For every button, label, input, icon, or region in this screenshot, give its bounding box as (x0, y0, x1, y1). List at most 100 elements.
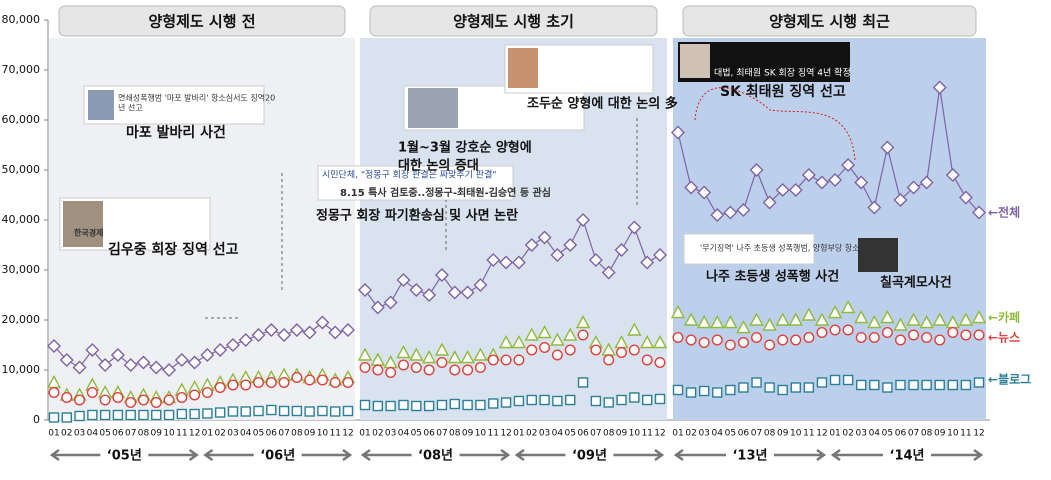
point (738, 382, 749, 393)
x-tick-label: 02 (685, 429, 696, 439)
clip-text: 대법, 최태원 SK 회장 징역 4년 확정 (714, 67, 851, 79)
point (396, 345, 411, 359)
point (537, 325, 552, 339)
point (654, 357, 666, 369)
point (187, 355, 202, 370)
point (906, 312, 921, 326)
point (266, 404, 277, 416)
point (447, 285, 462, 300)
x-tick-label: 09 (616, 429, 628, 439)
legend-label: ←뉴스 (988, 331, 1020, 345)
point (723, 205, 738, 220)
point (671, 125, 685, 140)
x-tick-label: 04 (398, 429, 410, 439)
x-tick-label: 06 (266, 429, 278, 439)
point (74, 410, 85, 422)
point (526, 344, 538, 356)
point (200, 348, 215, 362)
point (176, 392, 188, 404)
clip-photo (408, 88, 458, 128)
point (790, 334, 802, 346)
point (474, 362, 486, 374)
point (960, 379, 972, 391)
x-tick-label: 12 (189, 429, 200, 439)
x-tick-label: 11 (329, 429, 340, 439)
point (98, 358, 113, 372)
x-tick-label: 09 (934, 429, 946, 439)
clip-photo (680, 44, 710, 78)
point (486, 253, 501, 267)
point (840, 300, 856, 314)
point (251, 328, 266, 342)
point (409, 347, 424, 361)
x-tick-label: 03 (385, 429, 396, 439)
point (653, 248, 667, 262)
x-tick-label: 09 (151, 429, 163, 439)
point (881, 327, 893, 339)
point (513, 354, 525, 366)
annotation: 나주 초등생 성폭행 사건 (706, 269, 839, 285)
year-label: ‘06년 (260, 449, 295, 464)
point (919, 315, 934, 329)
x-tick-label: 05 (253, 429, 264, 439)
y-tick-label: 60,000 (2, 113, 41, 126)
point (882, 382, 893, 393)
point (302, 325, 317, 340)
x-tick-label: 07 (436, 429, 447, 439)
point (652, 335, 668, 349)
point (627, 322, 642, 336)
panel-title: 양형제도 시행 초기 (453, 13, 574, 31)
point (253, 405, 264, 417)
point (577, 329, 589, 341)
point (685, 387, 697, 398)
point (537, 230, 552, 245)
annotation: 정몽구 회장 파기환송심 및 사면 논란 (316, 208, 518, 224)
point (61, 412, 72, 423)
x-tick-label: 09 (462, 429, 474, 439)
point (213, 343, 228, 357)
point (151, 409, 162, 421)
year-label-bg (100, 446, 149, 464)
point (814, 175, 829, 190)
point (423, 364, 435, 376)
x-tick-label: 08 (921, 429, 933, 439)
annotation: 1월~3월 강호순 양형에 (398, 140, 532, 156)
point (712, 387, 723, 398)
y-tick-label: 80,000 (2, 13, 41, 26)
point (72, 360, 87, 375)
x-tick-label: 07 (908, 429, 919, 439)
point (577, 377, 589, 388)
x-tick-label: 12 (816, 429, 827, 439)
point (163, 409, 175, 421)
point (641, 394, 653, 406)
point (893, 193, 908, 207)
point (240, 406, 251, 417)
point (868, 332, 880, 344)
point (958, 190, 973, 205)
point (908, 379, 919, 391)
point (447, 350, 462, 364)
point (856, 379, 867, 391)
point (357, 347, 373, 361)
point (627, 220, 642, 235)
point (749, 163, 764, 177)
x-tick-label: 01 (48, 429, 59, 439)
point (788, 183, 803, 197)
annotation: 김우중 회장 징역 선고 (108, 241, 239, 258)
point (947, 379, 959, 391)
point (641, 354, 653, 366)
point (189, 389, 201, 401)
point (358, 283, 372, 297)
annotation: 마포 발바리 사건 (126, 124, 226, 141)
clip-text: 한국경제 (74, 228, 103, 238)
x-tick-label: 11 (488, 429, 499, 439)
point (906, 180, 921, 195)
panel-title: 양형제도 시행 전 (148, 13, 255, 31)
point (436, 357, 448, 369)
point (341, 323, 355, 337)
year-label: ‘13년 (732, 449, 767, 464)
year-label-bg (725, 446, 774, 464)
point (576, 213, 591, 227)
point (423, 400, 435, 412)
x-tick-label: 05 (411, 429, 422, 439)
